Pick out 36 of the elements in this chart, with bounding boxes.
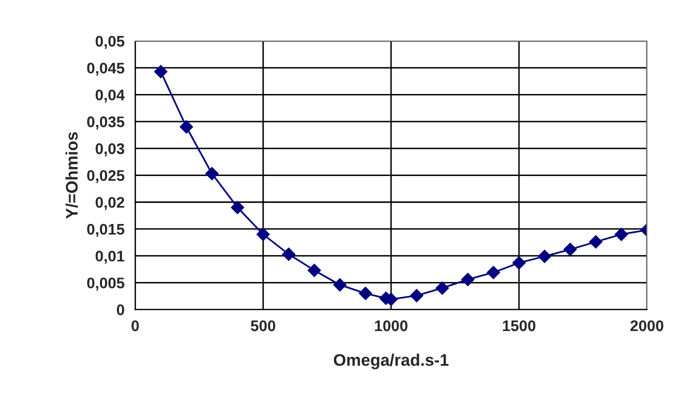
point (154, 65, 168, 78)
y-tick-label: 0,015 (87, 224, 124, 237)
y-tick-label: 0 (116, 304, 124, 316)
point (486, 266, 500, 280)
y-tick-label: 0,03 (96, 143, 124, 156)
point (461, 272, 474, 286)
point (256, 228, 270, 241)
point (512, 256, 526, 270)
point (308, 264, 321, 277)
point (614, 228, 628, 241)
y-tick-label: 0,005 (87, 278, 124, 291)
point (358, 286, 372, 300)
x-tick-label: 0 (132, 320, 139, 332)
x-tick-label: 500 (250, 320, 276, 332)
y-tick-label: 0,04 (96, 90, 125, 103)
x-tick-label: 2000 (630, 320, 664, 332)
point (410, 288, 424, 302)
x-axis-title: Omega/rad.s-1 (334, 354, 448, 370)
x-tick-label: 1500 (502, 320, 536, 332)
y-tick-label: 0,01 (96, 250, 124, 264)
y-axis-title: Y/=Ohmios (65, 132, 78, 219)
point (333, 278, 346, 292)
point (589, 235, 602, 248)
y-tick-label: 0,035 (87, 116, 124, 130)
y-tick-label: 0,02 (96, 197, 124, 210)
point (205, 167, 219, 180)
y-tick-label: 0,05 (96, 36, 124, 49)
point (282, 248, 296, 261)
point (538, 250, 552, 263)
point (230, 200, 244, 214)
point (436, 281, 449, 295)
point (180, 120, 193, 134)
point (564, 242, 577, 256)
y-tick-label: 0,025 (87, 170, 124, 184)
y-tick-label: 0,045 (87, 62, 124, 76)
x-tick-label: 1000 (375, 320, 408, 332)
